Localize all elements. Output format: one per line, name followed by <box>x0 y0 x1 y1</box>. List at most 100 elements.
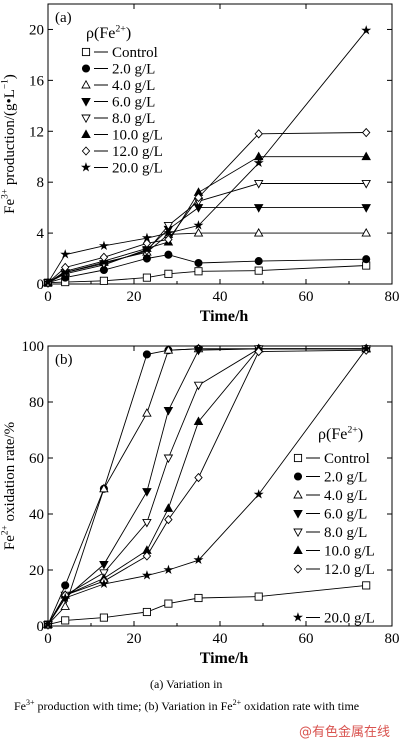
legend-label: 12.0 g/L <box>112 144 163 160</box>
data-point <box>60 601 70 610</box>
figure-caption: Fe3+ production with time; (b) Variation… <box>14 695 394 714</box>
data-point <box>254 129 263 139</box>
data-point: ★ <box>42 617 54 632</box>
y-tick-label: 0 <box>37 277 45 293</box>
series-6-0-g-l <box>43 345 371 630</box>
legend: ρ(Fe2+) Control 2.0 g/L 4.0 g/L 6.0 g/L 8.0 g… <box>292 424 375 626</box>
data-point <box>142 488 152 497</box>
legend-label: 4.0 g/L <box>112 78 155 94</box>
legend-label: 8.0 g/L <box>112 111 155 127</box>
data-point <box>253 227 264 237</box>
data-point <box>164 250 173 259</box>
y-tick-label: 4 <box>37 226 45 242</box>
y-tick-label: 12 <box>29 124 44 140</box>
x-tick-label: 40 <box>213 631 228 647</box>
legend-label: Control <box>324 451 370 467</box>
data-point <box>362 255 371 264</box>
data-point <box>253 151 264 161</box>
data-point <box>164 234 173 245</box>
legend-entry: 4.0 g/L <box>293 488 367 504</box>
figure-subcaption: (a) Variation in <box>150 677 223 691</box>
data-point <box>142 273 151 282</box>
text-part: ) <box>126 25 131 42</box>
data-point <box>361 345 371 355</box>
legend-label: 10.0 g/L <box>324 544 375 560</box>
data-point <box>254 266 263 275</box>
data-point <box>193 416 204 426</box>
legend-entry: 12.0 g/L <box>81 144 163 160</box>
caption-text: Fe <box>14 699 26 713</box>
data-point <box>193 346 204 356</box>
x-axis-label: Time/h <box>200 308 249 325</box>
legend-entry: 12.0 g/L <box>293 562 375 578</box>
x-tick-label: 80 <box>385 631 400 647</box>
data-point <box>253 204 264 213</box>
data-point: ★ <box>141 230 153 245</box>
x-tick-label: 60 <box>299 289 314 305</box>
data-point: ★ <box>360 23 372 38</box>
data-point <box>60 262 70 273</box>
data-point <box>193 227 204 237</box>
text-part: ρ(Fe <box>86 25 115 42</box>
data-point: ★ <box>253 486 265 501</box>
x-tick-label: 40 <box>213 289 228 305</box>
data-point <box>43 278 53 288</box>
data-point <box>61 616 70 625</box>
data-point <box>253 180 264 189</box>
legend-entry: 2.0 g/L <box>81 62 155 78</box>
series-line <box>47 132 367 284</box>
superscript: 2+ <box>115 23 126 34</box>
series-line <box>47 254 367 284</box>
legend-marker <box>293 453 303 463</box>
y-tick-label: 80 <box>29 395 44 411</box>
series-line <box>47 348 367 625</box>
series-8-0-g-l <box>43 345 371 630</box>
data-point: ★ <box>360 341 372 356</box>
legend-marker <box>293 472 303 481</box>
data-point <box>142 408 152 417</box>
series-line <box>47 349 367 625</box>
x-tick-label: 0 <box>44 631 52 647</box>
series-20-0-g-l: ★ ★ ★ ★ ★ ★ ★ ★ <box>42 341 372 632</box>
series-line <box>47 156 367 284</box>
data-point: ★ <box>59 590 71 605</box>
legend-marker <box>81 79 91 89</box>
data-point <box>361 227 371 237</box>
data-point <box>99 613 108 622</box>
legend-entry: 8.0 g/L <box>293 525 367 541</box>
y-tick-label: 20 <box>29 22 44 38</box>
data-point <box>254 346 263 357</box>
legend-entry: 8.0 g/L <box>81 111 155 127</box>
legend-marker <box>81 146 91 156</box>
series-12-0-g-l <box>43 127 371 288</box>
legend-marker <box>293 528 303 538</box>
legend-marker <box>81 129 91 138</box>
data-point <box>163 454 174 464</box>
data-point: ★ <box>59 247 71 262</box>
series-line <box>47 348 367 625</box>
watermark: @有色金属在线 <box>298 725 390 740</box>
legend-marker <box>81 98 91 107</box>
data-point <box>164 269 173 278</box>
legend-marker <box>81 47 91 57</box>
data-point <box>254 592 263 601</box>
legend-label: 2.0 g/L <box>324 470 367 486</box>
legend-entry: 2.0 g/L <box>293 470 367 486</box>
data-point <box>164 599 173 608</box>
legend-marker <box>81 64 91 73</box>
text-part: oxidation rate/% <box>2 422 18 525</box>
data-point <box>142 238 152 248</box>
x-tick-label: 20 <box>127 631 142 647</box>
data-point <box>194 472 203 483</box>
data-point <box>163 345 174 354</box>
data-point <box>361 180 371 189</box>
y-axis-label: Fe2+ oxidation rate/% <box>1 422 18 550</box>
legend-label: 20.0 g/L <box>324 611 375 627</box>
superscript: −1 <box>1 79 11 89</box>
x-tick-label: 80 <box>385 289 400 305</box>
data-point: ★ <box>193 552 205 567</box>
legend-entry: ★ 20.0 g/L <box>292 610 375 627</box>
data-point: ★ <box>141 568 153 583</box>
legend-label: 12.0 g/L <box>324 562 375 578</box>
legend-marker <box>81 114 91 124</box>
